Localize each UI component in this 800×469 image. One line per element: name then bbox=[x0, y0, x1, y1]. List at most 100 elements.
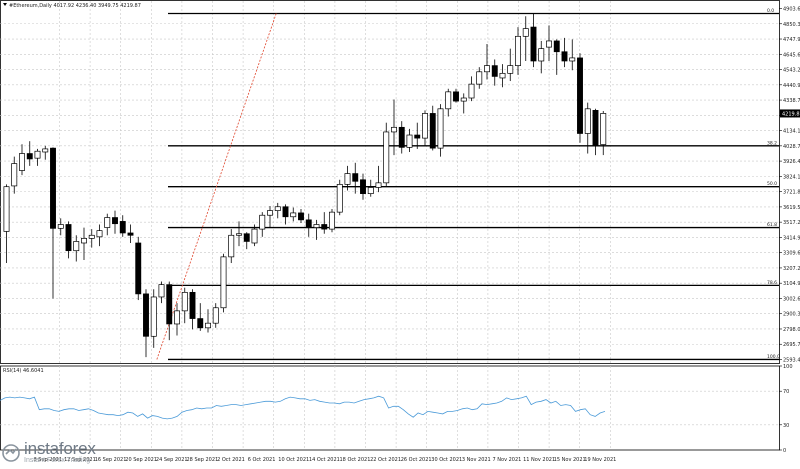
x-tick-label: 18 Oct 2021 bbox=[340, 457, 371, 463]
candle-bearish bbox=[243, 233, 250, 242]
candle-bullish bbox=[181, 291, 188, 312]
candle-bearish bbox=[282, 206, 289, 218]
x-tick-label: 16 Sep 2021 bbox=[95, 457, 127, 463]
x-tick-label: 28 Sep 2021 bbox=[187, 457, 219, 463]
fib-level-label: 100.0 bbox=[767, 354, 780, 360]
y-tick-label: 2900.30 bbox=[783, 312, 800, 318]
candle-bullish bbox=[383, 131, 390, 184]
candle-bearish bbox=[352, 173, 359, 182]
candle-bearish bbox=[305, 219, 312, 228]
y-tick-label: 3824.10 bbox=[783, 174, 800, 180]
candle-bearish bbox=[65, 224, 72, 252]
watermark-tagline: Instant Forex Trading bbox=[24, 457, 91, 464]
candle-bearish bbox=[135, 242, 142, 295]
x-tick-label: 7 Nov 2021 bbox=[493, 457, 522, 463]
x-tick-label: 26 Oct 2021 bbox=[401, 457, 432, 463]
candle-bullish bbox=[104, 217, 111, 228]
current-price-label: 4219.87 bbox=[782, 111, 800, 117]
candle-bullish bbox=[174, 310, 180, 325]
rsi-line bbox=[0, 395, 606, 420]
candle-bullish bbox=[313, 224, 320, 228]
current-price-tag bbox=[780, 109, 800, 118]
rsi-tick-label: 70 bbox=[783, 389, 789, 395]
candle-bullish bbox=[228, 234, 235, 258]
candle-bullish bbox=[484, 65, 490, 73]
x-tick-label: 12 Sep 2021 bbox=[64, 457, 96, 463]
x-tick-label: 14 Oct 2021 bbox=[309, 457, 340, 463]
candle-bearish bbox=[119, 221, 126, 234]
candle-bearish bbox=[127, 232, 134, 236]
trend-line bbox=[156, 13, 277, 360]
candle-bullish bbox=[212, 307, 219, 324]
candle-bullish bbox=[57, 224, 64, 229]
y-tick-label: 3207.20 bbox=[783, 266, 800, 272]
fib-level-label: 50.0 bbox=[767, 181, 777, 187]
candle-bullish bbox=[11, 163, 18, 187]
candle-bullish bbox=[96, 230, 103, 238]
candle-bullish bbox=[267, 210, 273, 216]
x-tick-label: 22 Oct 2021 bbox=[370, 457, 401, 463]
candle-bearish bbox=[414, 134, 421, 139]
candle-bullish bbox=[274, 206, 281, 211]
candle-bullish bbox=[236, 233, 242, 236]
candle-bullish bbox=[422, 113, 428, 139]
x-tick-label: 24 Sep 2021 bbox=[156, 457, 188, 463]
y-tick-label: 2695.70 bbox=[783, 342, 800, 348]
x-tick-label: 11 Nov 2021 bbox=[523, 457, 555, 463]
candle-bearish bbox=[197, 318, 204, 329]
candle-bullish bbox=[19, 153, 25, 171]
rsi-tick-label: 0 bbox=[783, 448, 786, 454]
candle-bullish bbox=[515, 35, 521, 66]
fib-level-label: 38.2 bbox=[767, 140, 777, 146]
candle-bearish bbox=[112, 217, 118, 225]
candle-bearish bbox=[398, 126, 405, 148]
y-tick-label: 4440.90 bbox=[783, 83, 800, 89]
x-tick-label: 30 Oct 2021 bbox=[431, 457, 462, 463]
candle-bullish bbox=[499, 72, 506, 79]
candle-bullish bbox=[150, 296, 157, 337]
candle-bullish bbox=[600, 113, 607, 145]
candle-bullish bbox=[336, 184, 343, 213]
y-tick-label: 4338.70 bbox=[783, 98, 800, 104]
candle-bullish bbox=[507, 65, 514, 74]
x-tick-label: 15 Nov 2021 bbox=[554, 457, 586, 463]
y-tick-label: 3414.90 bbox=[783, 235, 800, 241]
candle-bullish bbox=[88, 234, 95, 239]
candle-bullish bbox=[476, 71, 483, 85]
candle-bullish bbox=[259, 214, 266, 230]
candle-bullish bbox=[367, 187, 374, 194]
y-tick-label: 3002.60 bbox=[783, 296, 800, 302]
candle-bullish bbox=[34, 150, 41, 159]
candle-bullish bbox=[158, 284, 165, 298]
fib-level-label: 0.0 bbox=[767, 8, 774, 14]
candle-bearish bbox=[453, 91, 459, 102]
candle-bearish bbox=[360, 179, 366, 194]
candle-bullish bbox=[81, 238, 87, 244]
x-tick-label: 8 Sep 2021 bbox=[34, 457, 63, 463]
instaforex-logo-icon bbox=[2, 443, 20, 462]
y-tick-label: 4850.30 bbox=[783, 22, 800, 28]
candle-bearish bbox=[26, 153, 33, 160]
y-tick-label: 4134.10 bbox=[783, 129, 800, 135]
candle-bullish bbox=[468, 83, 475, 99]
x-tick-label: 10 Oct 2021 bbox=[278, 457, 309, 463]
candle-bearish bbox=[143, 293, 149, 337]
candle-bearish bbox=[429, 113, 436, 149]
candle-bullish bbox=[290, 212, 297, 218]
y-tick-label: 3619.50 bbox=[783, 205, 800, 211]
candle-bearish bbox=[166, 284, 173, 325]
candle-bullish bbox=[329, 211, 335, 230]
y-tick-label: 2798.00 bbox=[783, 327, 800, 333]
x-tick-label: 19 Nov 2021 bbox=[584, 457, 616, 463]
candle-bullish bbox=[251, 228, 258, 244]
candle-bullish bbox=[391, 126, 397, 133]
x-tick-label: 2 Oct 2021 bbox=[217, 457, 245, 463]
candle-bullish bbox=[584, 108, 591, 134]
candle-bearish bbox=[491, 65, 498, 77]
candle-bullish bbox=[546, 40, 552, 48]
candle-bearish bbox=[298, 212, 304, 221]
y-tick-label: 3104.90 bbox=[783, 281, 800, 287]
chart-header: #Ethereum,Daily 4017.92 4236.40 3949.75 … bbox=[9, 3, 141, 9]
